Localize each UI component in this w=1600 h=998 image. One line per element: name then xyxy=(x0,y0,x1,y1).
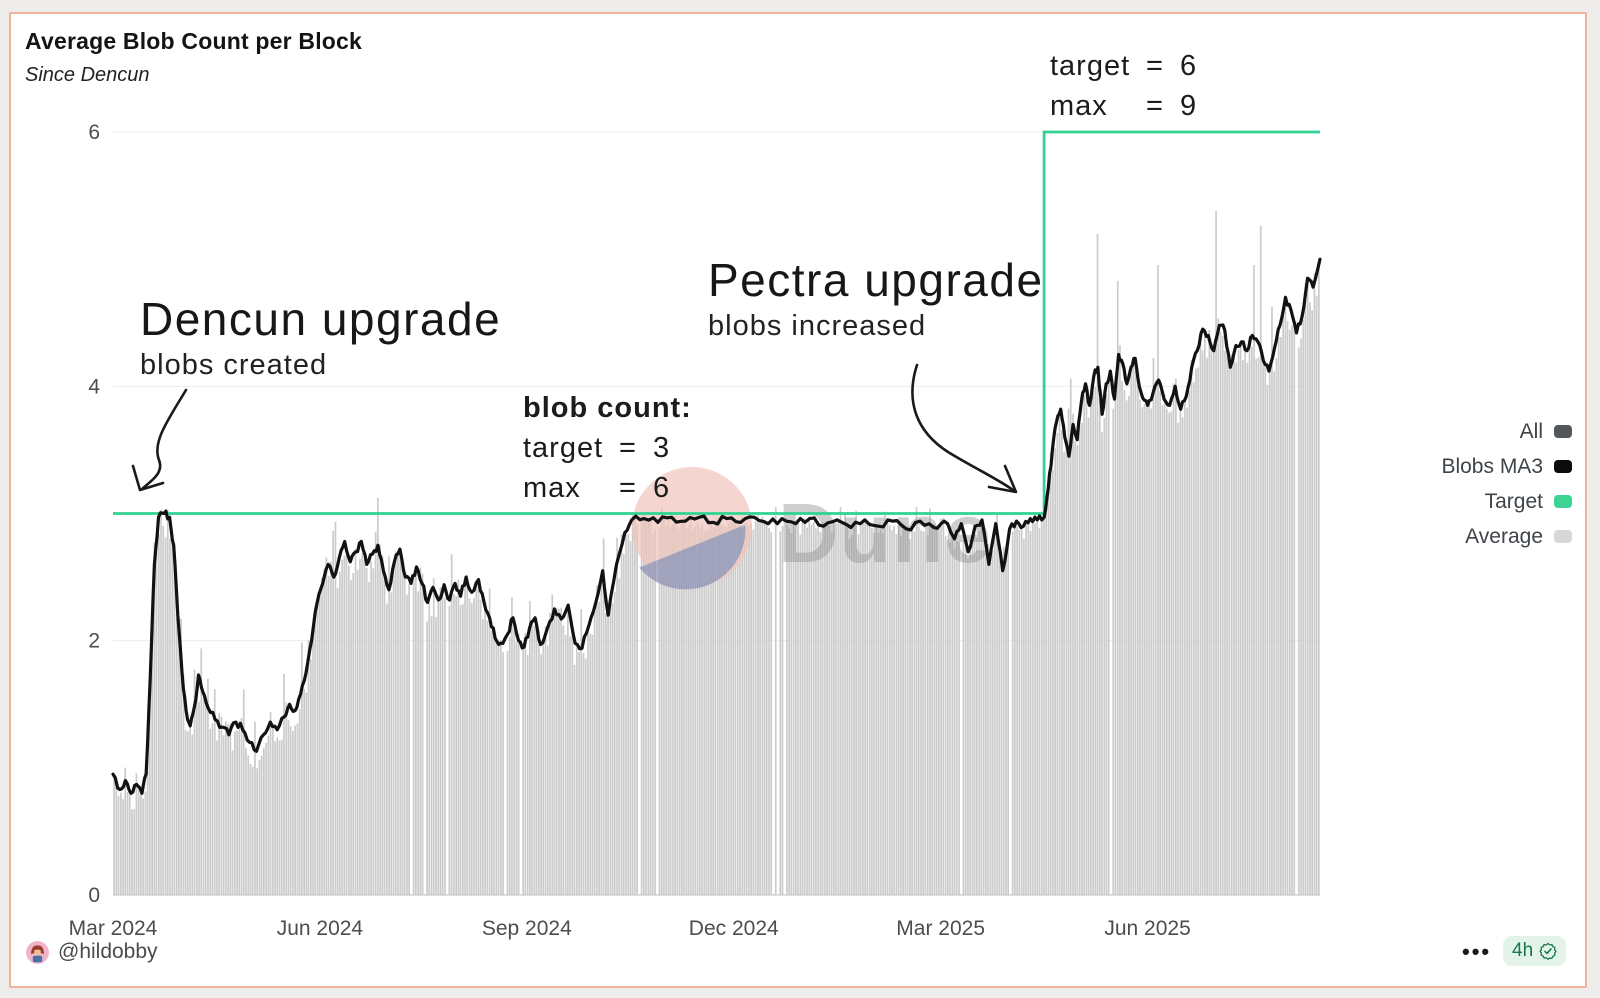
blob-count-rows: target = 3 max = 6 xyxy=(523,428,692,508)
ellipsis-menu-icon[interactable]: ••• xyxy=(1462,939,1492,964)
x-tick-label: Mar 2025 xyxy=(896,917,985,940)
x-tick-label: Jun 2024 xyxy=(277,917,364,940)
verified-check-icon xyxy=(1539,942,1557,960)
annotation-value: 9 xyxy=(1179,90,1198,122)
x-tick-label: Jun 2025 xyxy=(1104,917,1190,940)
legend-swatch-icon xyxy=(1554,530,1572,543)
legend-item-average[interactable]: Average xyxy=(1441,525,1572,548)
badge-time: 4h xyxy=(1512,940,1534,961)
annotation-value: 6 xyxy=(652,472,671,504)
dencun-annotation-title: Dencun upgrade xyxy=(140,293,502,345)
blobs-ma3-line xyxy=(111,257,1322,795)
legend-label: All xyxy=(1519,419,1543,443)
x-tick-label: Dec 2024 xyxy=(689,917,779,940)
annotation-equals: = xyxy=(1146,50,1164,82)
legend-item-target[interactable]: Target xyxy=(1441,490,1572,513)
dencun-arrowhead xyxy=(131,464,165,492)
blob-count-heading: blob count: xyxy=(523,392,692,424)
annotation-equals: = xyxy=(619,472,637,504)
legend-swatch-icon xyxy=(1554,460,1572,473)
new-limits-annotation: target = 6 max = 9 xyxy=(1050,46,1197,126)
legend-item-blobs-ma3[interactable]: Blobs MA3 xyxy=(1441,455,1572,478)
annotation-label: max xyxy=(1050,90,1108,122)
annotation-row-target: target = 6 xyxy=(1050,46,1197,86)
new-limits-rows: target = 6 max = 9 xyxy=(1050,46,1197,126)
x-tick-label: Mar 2024 xyxy=(69,917,158,940)
blob-count-annotation: blob count: target = 3 max = 6 xyxy=(523,388,692,508)
annotation-label: max xyxy=(523,472,581,504)
y-tick-label-2: 2 xyxy=(88,630,100,653)
legend-swatch-icon xyxy=(1554,495,1572,508)
avatar-image xyxy=(26,940,49,964)
chart-legend: All Blobs MA3 Target Average xyxy=(1441,420,1572,560)
legend-label: Average xyxy=(1465,524,1543,548)
legend-swatch-icon xyxy=(1554,425,1572,438)
legend-label: Blobs MA3 xyxy=(1441,454,1543,478)
x-tick-label: Sep 2024 xyxy=(482,917,572,940)
average-bars xyxy=(113,211,1320,896)
freshness-badge[interactable]: 4h xyxy=(1503,936,1567,966)
target-line xyxy=(113,130,1320,515)
legend-label: Target xyxy=(1484,489,1543,513)
annotation-value: 6 xyxy=(1179,50,1198,82)
chart-title: Average Blob Count per Block xyxy=(25,28,363,54)
y-tick-label-4: 4 xyxy=(88,375,100,398)
author-handle[interactable]: @hildobby xyxy=(58,940,158,963)
y-tick-label-0: 0 xyxy=(88,884,100,907)
annotation-row-max: max = 9 xyxy=(1050,86,1197,126)
annotation-label: target xyxy=(1050,50,1131,82)
y-tick-label-6: 6 xyxy=(88,121,100,144)
pectra-arrow xyxy=(911,363,1015,492)
pectra-annotation: Pectra upgrade blobs increased xyxy=(708,256,1044,343)
annotation-row-max: max = 6 xyxy=(523,468,692,508)
annotation-label: target xyxy=(523,432,604,464)
annotation-value: 3 xyxy=(652,432,671,464)
chart-subtitle: Since Dencun xyxy=(25,64,150,86)
pectra-annotation-title: Pectra upgrade xyxy=(708,254,1044,306)
annotation-equals: = xyxy=(1146,90,1164,122)
dune-watermark-text: Dune xyxy=(778,486,992,580)
annotation-row-target: target = 3 xyxy=(523,428,692,468)
pectra-arrowhead xyxy=(987,464,1018,494)
dencun-annotation-subtitle: blobs created xyxy=(140,349,328,382)
pectra-annotation-subtitle: blobs increased xyxy=(708,310,927,343)
avatar xyxy=(26,940,49,964)
dencun-arrow xyxy=(140,388,188,491)
chart-header: Average Blob Count per Block Since Dencu… xyxy=(25,28,362,87)
dencun-annotation: Dencun upgrade blobs created xyxy=(140,295,501,382)
annotation-equals: = xyxy=(619,432,637,464)
author-row: @hildobby xyxy=(26,940,158,964)
legend-item-all[interactable]: All xyxy=(1441,420,1572,443)
